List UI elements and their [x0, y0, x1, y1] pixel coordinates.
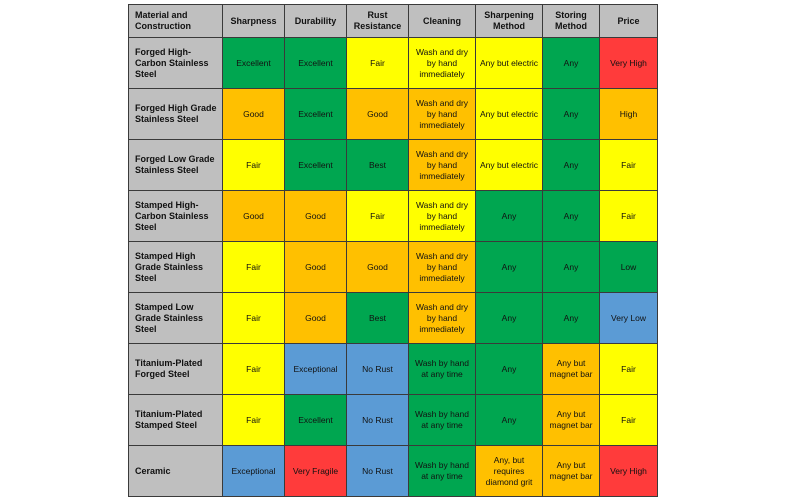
- durability-cell: Excellent: [284, 394, 347, 446]
- sharpening-method-cell: Any: [475, 394, 543, 446]
- table-row: Stamped High-Carbon Stainless Steel Good G…: [128, 190, 658, 242]
- header-sharpness: Sharpness: [222, 4, 285, 38]
- sharpening-method-cell: Any: [475, 190, 543, 242]
- table-row: Forged Low Grade Stainless Steel Fair Exce…: [128, 139, 658, 191]
- price-cell: Low: [599, 241, 658, 293]
- material-cell: Ceramic: [128, 445, 223, 497]
- table-row: Titanium-Plated Stamped Steel Fair Excelle…: [128, 394, 658, 446]
- price-cell: Very High: [599, 445, 658, 497]
- cleaning-cell: Wash by hand at any time: [408, 343, 476, 395]
- sharpening-method-cell: Any: [475, 292, 543, 344]
- material-cell: Titanium-Plated Stamped Steel: [128, 394, 223, 446]
- header-price: Price: [599, 4, 658, 38]
- price-cell: High: [599, 88, 658, 140]
- sharpness-cell: Fair: [222, 394, 285, 446]
- header-storing-method: Storing Method: [542, 4, 600, 38]
- sharpening-method-cell: Any, but requires diamond grit: [475, 445, 543, 497]
- sharpness-cell: Exceptional: [222, 445, 285, 497]
- rust-resistance-cell: Good: [346, 241, 409, 293]
- header-cleaning: Cleaning: [408, 4, 476, 38]
- sharpness-cell: Good: [222, 190, 285, 242]
- table-row: Stamped Low Grade Stainless Steel Fair Goo…: [128, 292, 658, 344]
- price-cell: Fair: [599, 190, 658, 242]
- material-cell: Stamped High-Carbon Stainless Steel: [128, 190, 223, 242]
- sharpness-cell: Fair: [222, 241, 285, 293]
- price-cell: Very High: [599, 37, 658, 89]
- cleaning-cell: Wash and dry by hand immediately: [408, 292, 476, 344]
- table-row: Forged High-Carbon Stainless Steel Excell…: [128, 37, 658, 89]
- sharpening-method-cell: Any but electric: [475, 88, 543, 140]
- storing-method-cell: Any: [542, 37, 600, 89]
- sharpening-method-cell: Any but electric: [475, 139, 543, 191]
- sharpening-method-cell: Any: [475, 241, 543, 293]
- cleaning-cell: Wash and dry by hand immediately: [408, 88, 476, 140]
- material-cell: Stamped Low Grade Stainless Steel: [128, 292, 223, 344]
- sharpening-method-cell: Any: [475, 343, 543, 395]
- material-cell: Forged High-Carbon Stainless Steel: [128, 37, 223, 89]
- durability-cell: Good: [284, 292, 347, 344]
- knife-comparison-table: Material and Construction Sharpness Dura…: [128, 4, 658, 497]
- price-cell: Fair: [599, 139, 658, 191]
- rust-resistance-cell: No Rust: [346, 445, 409, 497]
- rust-resistance-cell: Best: [346, 139, 409, 191]
- durability-cell: Very Fragile: [284, 445, 347, 497]
- rust-resistance-cell: No Rust: [346, 343, 409, 395]
- cleaning-cell: Wash and dry by hand immediately: [408, 241, 476, 293]
- rust-resistance-cell: Fair: [346, 190, 409, 242]
- cleaning-cell: Wash by hand at any time: [408, 445, 476, 497]
- rust-resistance-cell: No Rust: [346, 394, 409, 446]
- material-cell: Forged Low Grade Stainless Steel: [128, 139, 223, 191]
- header-durability: Durability: [284, 4, 347, 38]
- cleaning-cell: Wash and dry by hand immediately: [408, 190, 476, 242]
- storing-method-cell: Any but magnet bar: [542, 343, 600, 395]
- price-cell: Fair: [599, 343, 658, 395]
- durability-cell: Excellent: [284, 139, 347, 191]
- sharpening-method-cell: Any but electric: [475, 37, 543, 89]
- rust-resistance-cell: Good: [346, 88, 409, 140]
- cleaning-cell: Wash and dry by hand immediately: [408, 37, 476, 89]
- table-row: Titanium-Plated Forged Steel Fair Exceptio…: [128, 343, 658, 395]
- material-cell: Forged High Grade Stainless Steel: [128, 88, 223, 140]
- table-row: Stamped High Grade Stainless Steel Fair Go…: [128, 241, 658, 293]
- cleaning-cell: Wash and dry by hand immediately: [408, 139, 476, 191]
- storing-method-cell: Any but magnet bar: [542, 394, 600, 446]
- table-row: Ceramic Exceptional Very Fragile No Rust Was…: [128, 445, 658, 497]
- durability-cell: Excellent: [284, 37, 347, 89]
- sharpness-cell: Excellent: [222, 37, 285, 89]
- header-sharpening-method: Sharpening Method: [475, 4, 543, 38]
- storing-method-cell: Any but magnet bar: [542, 445, 600, 497]
- price-cell: Fair: [599, 394, 658, 446]
- durability-cell: Excellent: [284, 88, 347, 140]
- storing-method-cell: Any: [542, 139, 600, 191]
- material-cell: Stamped High Grade Stainless Steel: [128, 241, 223, 293]
- sharpness-cell: Fair: [222, 292, 285, 344]
- table-row: Forged High Grade Stainless Steel Good Exc…: [128, 88, 658, 140]
- table-body: Forged High-Carbon Stainless Steel Excell…: [128, 37, 658, 497]
- storing-method-cell: Any: [542, 241, 600, 293]
- rust-resistance-cell: Best: [346, 292, 409, 344]
- sharpness-cell: Fair: [222, 343, 285, 395]
- rust-resistance-cell: Fair: [346, 37, 409, 89]
- material-cell: Titanium-Plated Forged Steel: [128, 343, 223, 395]
- durability-cell: Good: [284, 241, 347, 293]
- cleaning-cell: Wash by hand at any time: [408, 394, 476, 446]
- durability-cell: Exceptional: [284, 343, 347, 395]
- storing-method-cell: Any: [542, 292, 600, 344]
- header-rust-resistance: Rust Resistance: [346, 4, 409, 38]
- storing-method-cell: Any: [542, 190, 600, 242]
- durability-cell: Good: [284, 190, 347, 242]
- price-cell: Very Low: [599, 292, 658, 344]
- sharpness-cell: Good: [222, 88, 285, 140]
- sharpness-cell: Fair: [222, 139, 285, 191]
- storing-method-cell: Any: [542, 88, 600, 140]
- header-row: Material and Construction Sharpness Dura…: [128, 4, 658, 38]
- header-material: Material and Construction: [128, 4, 223, 38]
